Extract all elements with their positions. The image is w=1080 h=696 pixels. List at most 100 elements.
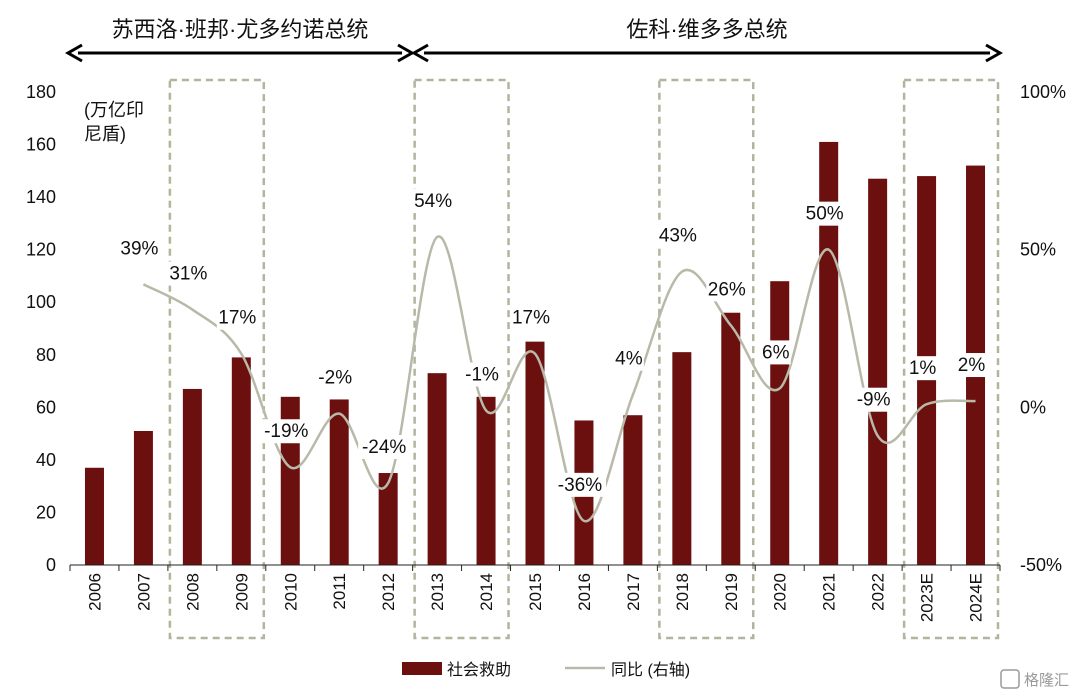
pct-label-bg [412,189,454,214]
pct-label-2008: 31% [169,264,207,285]
y-right-tick-label: 0% [1020,397,1046,417]
x-tick-label-2020: 2020 [771,573,790,611]
y-right-tick-label: -50% [1020,555,1062,575]
legend-label-line: 同比 (右轴) [611,661,690,679]
pct-label-2015: 17% [512,308,550,329]
x-tick-label-2012: 2012 [379,573,398,611]
pct-label-2017: 4% [615,349,643,370]
pct-label-bg [853,387,895,412]
pct-label-bg [167,261,209,286]
pct-label-bg [510,305,552,330]
bar-2015 [525,341,545,565]
pct-labels: 39% 31% 17% -19% -2% -24% 54% -1% 17% -36% 4% 43% 26… [118,189,987,497]
pct-label-bg [956,353,987,378]
election-box [902,78,1000,640]
period-label: 佐科·维多多总统 [626,17,787,42]
pct-label-bg [760,340,791,365]
x-tick-label-2019: 2019 [722,573,741,611]
y-left-unit-line1: (万亿印 [84,100,144,120]
watermark-text: 格隆汇 [1024,672,1069,689]
y-left-tick-label: 160 [26,135,56,155]
x-tick-label-2023E: 2023E [918,573,937,622]
pct-label-bg [358,435,411,460]
pct-label-2019: 26% [708,279,746,300]
pct-label-2014: -1% [465,364,499,385]
pct-label-bg [907,356,938,381]
watermark: 格隆汇 [1000,669,1069,689]
arrow-left-icon [64,43,83,63]
bar-2013 [427,373,447,565]
x-tick-label-2022: 2022 [869,573,888,611]
legend-label-bar: 社会救助 [447,661,511,679]
x-tick-label-2014: 2014 [477,573,496,611]
pct-label-bg [804,201,846,226]
election-box [658,78,755,640]
election-box [413,78,510,640]
pct-label-2010: -19% [264,421,308,442]
y-right-tick-label: 50% [1020,240,1056,260]
bar-2011 [329,399,349,565]
pct-label-2024E: 2% [958,355,986,376]
x-tick-label-2018: 2018 [673,573,692,611]
period-label: 苏西洛·班邦·尤多约诺总统 [112,17,369,42]
axes: 2006 2007 2008 2009 2010 2011 2012 2013 2014 2015… [26,82,1066,622]
arrow-left-icon [410,43,429,63]
election-boxes [168,78,1000,640]
pct-label-bg [553,472,606,497]
bar-2009 [231,357,251,565]
pct-label-2016: -36% [558,475,602,496]
pct-label-2011: -2% [318,368,352,389]
x-tick-label-2015: 2015 [526,573,545,611]
pct-label-bg [118,236,160,261]
pct-label-2007: 39% [120,238,158,259]
line-layer [142,235,976,523]
y-right-tick-label: 100% [1020,82,1066,102]
x-tick-label-2011: 2011 [330,573,349,610]
period-headers: 苏西洛·班邦·尤多约诺总统 佐科·维多多总统 [64,17,1004,63]
x-tick-label-2008: 2008 [183,573,202,611]
y-left-tick-label: 120 [26,240,56,260]
y-left-tick-label: 40 [36,450,56,470]
watermark-logo-icon [1000,669,1020,689]
x-tick-label-2017: 2017 [624,573,643,611]
x-tick-label-2013: 2013 [428,573,447,611]
pct-label-bg [657,223,699,248]
bar-2019 [721,312,741,565]
bar-2014 [476,396,496,565]
x-tick-label-2016: 2016 [575,573,594,611]
yoy-line [142,235,976,523]
election-box [168,78,266,640]
pct-label-bg [613,346,644,371]
y-left-tick-label: 80 [36,345,56,365]
y-left-tick-label: 140 [26,187,56,207]
x-tick-label-2021: 2021 [820,573,839,611]
pct-label-2021: 50% [806,204,844,225]
bar-2008 [182,388,202,565]
pct-label-bg [216,305,258,330]
pct-label-2018: 43% [659,226,697,247]
y-left-tick-label: 100 [26,292,56,312]
legend: 社会救助 同比 (右轴) [402,661,690,679]
pct-label-2013: 54% [414,191,452,212]
bar-2017 [623,415,643,565]
pct-label-bg [314,365,356,390]
pct-label-bg [260,419,313,444]
x-tick-label-2006: 2006 [85,573,104,611]
y-left-unit-line2: 尼盾) [84,124,126,144]
pct-label-2012: -24% [362,437,406,458]
bar-2006 [84,467,104,565]
pct-label-2022: -9% [857,390,891,411]
y-left-tick-label: 180 [26,82,56,102]
arrow-right-icon [985,43,1004,63]
bar-2018 [672,352,692,565]
y-left-tick-label: 60 [36,397,56,417]
bar-2007 [133,430,153,565]
pct-label-2023E: 1% [909,358,937,379]
bar-2012 [378,473,398,565]
pct-label-2020: 6% [762,342,790,363]
x-tick-label-2007: 2007 [134,573,153,611]
y-left-tick-label: 20 [36,502,56,522]
bar-2021 [819,141,839,565]
pct-label-bg [461,362,503,387]
